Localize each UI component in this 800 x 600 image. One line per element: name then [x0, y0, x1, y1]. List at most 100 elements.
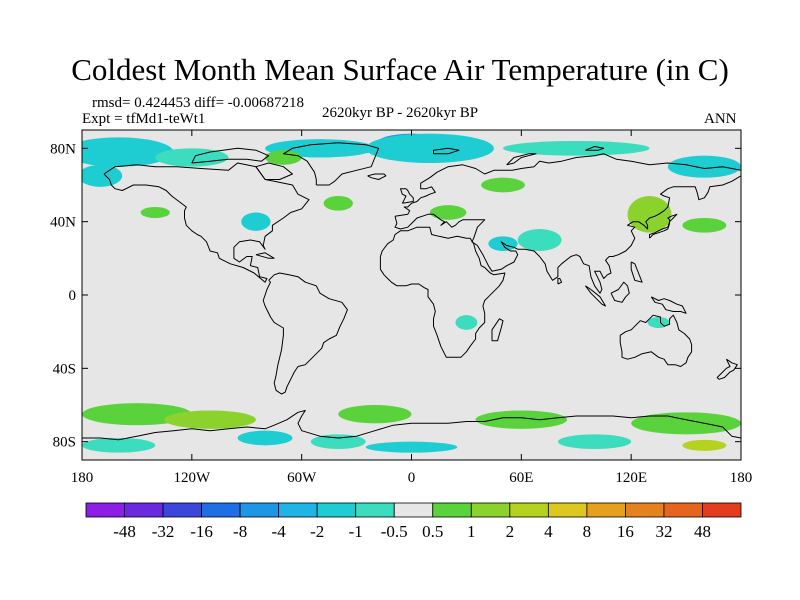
- coastline-iceland: [367, 173, 387, 180]
- lat-tick-label: 0: [69, 288, 77, 304]
- stats-label: rmsd= 0.424453 diff= -0.00687218: [92, 95, 305, 111]
- colorbar-swatch: [663, 502, 703, 518]
- lon-tick-label: 0: [408, 470, 416, 486]
- anomaly-layer: [82, 133, 741, 453]
- colorbar-swatch: [278, 502, 318, 518]
- anomaly-w-antarctica-cyan: [237, 430, 293, 446]
- coastline-philippines: [630, 261, 643, 283]
- colorbar-swatch: [625, 502, 665, 518]
- anomaly-antarctica-cyan: [365, 441, 458, 453]
- coastline-sumatra: [584, 285, 606, 307]
- coastline-eurasia: [394, 153, 741, 294]
- anomaly-s-africa-teal: [455, 315, 478, 330]
- colorbar-swatch: [355, 502, 395, 518]
- lat-tick-label: 40N: [50, 215, 76, 231]
- colorbar-swatch: [509, 502, 549, 518]
- anomaly-arctic-canada-cyan-2: [155, 148, 229, 167]
- season-label: ANN: [704, 111, 737, 127]
- coastline-south-america: [262, 272, 348, 395]
- lon-tick-label: 120W: [173, 470, 211, 486]
- coastline-baffin: [255, 162, 293, 180]
- colorbar-swatch: [393, 502, 434, 518]
- anomaly-n-pacific-green: [140, 207, 170, 218]
- colorbar-swatch: [316, 502, 357, 518]
- coastline-layer: [82, 142, 741, 441]
- anomaly-arctic-canada-cyan: [82, 137, 174, 167]
- coastline-borneo: [610, 281, 630, 303]
- lat-tick-label: 80S: [53, 435, 76, 451]
- map-background: [82, 130, 741, 460]
- coastline-britain: [400, 188, 414, 204]
- anomaly-east-siberia-cyan: [667, 155, 741, 178]
- colorbar-swatch: [201, 502, 241, 518]
- lon-tick-label: 180: [71, 470, 94, 486]
- colorbar-swatch: [547, 502, 588, 518]
- coastline-cuba: [255, 252, 275, 259]
- coastline-africa: [379, 226, 506, 358]
- lon-tick-label: 60E: [509, 470, 533, 486]
- colorbar-label: 4: [544, 522, 553, 541]
- map-area: [82, 130, 741, 460]
- period-label: 2620kyr BP - 2620kyr BP: [322, 105, 479, 121]
- colorbar-label: -8: [233, 522, 247, 541]
- lat-tick-label: 80N: [50, 141, 76, 157]
- coastline-severnaya: [585, 146, 605, 151]
- anomaly-arctic-green: [265, 150, 302, 165]
- coastline-antarctica: [82, 410, 741, 441]
- colorbar-swatch: [432, 502, 472, 518]
- anomaly-atlantic-green: [323, 196, 353, 211]
- colorbar-label: -1: [349, 522, 363, 541]
- colorbar-label: 16: [617, 522, 634, 541]
- anomaly-antarctica-green: [682, 439, 727, 451]
- colorbar-swatch: [85, 502, 125, 518]
- anomaly-siberia-green: [481, 177, 525, 193]
- anomaly-southern-ocean-green-4: [475, 410, 568, 429]
- anomaly-pacific-green: [682, 218, 727, 233]
- anomaly-east-asia-green: [627, 196, 672, 233]
- coastline-new-guinea: [650, 296, 687, 314]
- colorbar-swatch: [239, 502, 280, 518]
- colorbar-label: -0.5: [381, 522, 408, 541]
- colorbar-label: 48: [694, 522, 711, 541]
- anomaly-australia-teal: [647, 317, 670, 328]
- colorbar-label: -32: [152, 522, 175, 541]
- colorbar-label: 32: [655, 522, 672, 541]
- colorbar-label: -4: [272, 522, 287, 541]
- colorbar: -48 -32 -16 -8 -4 -2 -1 -0.5 0.5 1 2 4 8 16 32 48: [85, 502, 742, 541]
- colorbar-label: 2: [506, 522, 515, 541]
- colorbar-label: -16: [190, 522, 213, 541]
- coastline-japan: [649, 213, 678, 239]
- lon-tick-label: 120E: [615, 470, 647, 486]
- anomaly-siberia-teal: [503, 141, 650, 156]
- colorbar-swatch: [162, 502, 202, 518]
- lon-tick-label: 180: [730, 470, 753, 486]
- anomaly-sahara-teal: [517, 229, 562, 251]
- anomaly-eurasia-arctic-cyan: [365, 133, 494, 163]
- colorbar-label: 1: [467, 522, 476, 541]
- coastline-greenland: [282, 142, 380, 186]
- colorbar-label: 0.5: [422, 522, 443, 541]
- coastline-madagascar: [491, 318, 504, 342]
- coastline-sri-lanka: [557, 278, 563, 285]
- axis-ticks: 80N 40N 0 40S 80S 180 120W 60W 0 60E 120E 180: [50, 130, 752, 486]
- colorbar-label: -2: [310, 522, 324, 541]
- colorbar-swatch: [124, 502, 164, 518]
- lon-tick-label: 60W: [287, 470, 317, 486]
- anomaly-southern-ocean-green-3: [338, 405, 412, 424]
- colorbar-swatch: [702, 502, 742, 518]
- anomaly-antarctica-teal-1: [82, 438, 156, 453]
- anomaly-alaska-cyan: [82, 164, 123, 187]
- coastline-svalbard: [433, 147, 460, 155]
- anomaly-antarctica-teal-3: [557, 434, 632, 449]
- coastline-canadian-islands: [191, 147, 270, 164]
- coastline-new-zealand: [716, 358, 738, 380]
- anomaly-southern-ocean-green-2: [164, 410, 256, 429]
- coastline-north-america: [103, 162, 310, 283]
- colorbar-swatch: [586, 502, 626, 518]
- colorbar-swatch: [470, 502, 511, 518]
- anomaly-n-america-cyan: [241, 212, 271, 231]
- coastline-australia: [619, 314, 693, 367]
- colorbar-label: 8: [583, 522, 592, 541]
- colorbar-label: -48: [113, 522, 136, 541]
